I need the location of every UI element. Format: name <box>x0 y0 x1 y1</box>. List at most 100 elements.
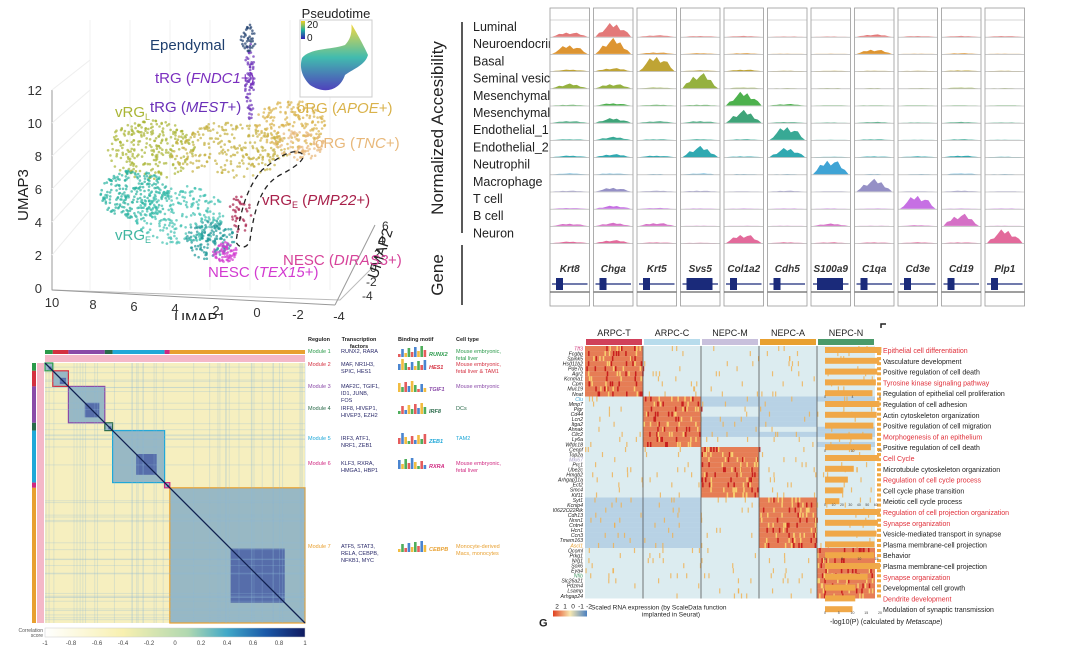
umap-point <box>161 183 164 186</box>
expression-streak <box>639 391 641 396</box>
umap-point <box>203 258 206 261</box>
umap-point <box>121 152 124 155</box>
side-marker <box>877 438 881 441</box>
heatmap-stripe-h <box>45 391 305 392</box>
expression-cell-high <box>759 533 817 538</box>
umap-point <box>219 260 222 263</box>
umap-point <box>240 39 243 42</box>
expression-streak <box>871 407 872 412</box>
expression-streak <box>610 381 612 386</box>
motif-logo-letter <box>408 367 411 370</box>
umap-point <box>174 137 177 140</box>
umap-point <box>196 166 199 169</box>
umap-point <box>282 137 285 140</box>
expression-streak <box>777 432 778 437</box>
expression-streak <box>655 417 657 422</box>
umap-point <box>174 167 177 170</box>
umap-point <box>214 159 217 162</box>
heatmap-stripe-v <box>156 363 157 623</box>
expression-cell-high <box>585 381 643 386</box>
expression-streak <box>672 533 673 538</box>
expression-streak <box>869 583 871 588</box>
expression-cell-high <box>701 467 759 472</box>
umap-point <box>241 127 244 130</box>
expression-streak <box>598 543 599 548</box>
expression-streak <box>777 492 778 497</box>
umap-point <box>167 209 170 212</box>
expression-streak <box>652 558 653 563</box>
umap-point <box>171 225 174 228</box>
umap-point <box>272 119 275 122</box>
legend-tick: 0 <box>571 604 575 611</box>
expression-streak <box>768 543 770 548</box>
motif-logo-letter <box>408 543 411 552</box>
expression-streak <box>588 447 589 452</box>
umap-point <box>175 242 178 245</box>
expression-streak <box>609 361 611 366</box>
umap-point <box>148 206 151 209</box>
umap-point <box>189 161 192 164</box>
expression-streak <box>706 472 708 477</box>
expression-streak <box>845 503 846 508</box>
expression-streak <box>772 391 773 396</box>
umap-point <box>108 178 111 181</box>
umap-point <box>178 241 181 244</box>
expression-streak <box>630 356 632 361</box>
umap-point <box>304 150 307 153</box>
expression-cell-low <box>701 427 759 432</box>
umap-point <box>248 118 251 121</box>
umap-point <box>217 142 220 145</box>
umap-point <box>185 201 188 204</box>
gene-exon <box>817 278 843 290</box>
module-top-bar <box>165 350 170 354</box>
expression-streak <box>612 386 614 391</box>
umap-point <box>172 144 175 147</box>
expression-streak <box>726 432 727 437</box>
umap-point <box>258 156 261 159</box>
umap-point <box>148 183 151 186</box>
expression-streak <box>719 371 720 376</box>
expression-streak <box>857 583 859 588</box>
umap-point <box>253 32 256 35</box>
expression-cell-low <box>643 513 701 518</box>
umap-point <box>304 122 307 125</box>
umap-point <box>143 195 146 198</box>
expression-streak <box>795 498 797 503</box>
heatmap-stripe-h <box>45 608 305 609</box>
side-marker <box>877 569 881 572</box>
expression-cell-low <box>759 432 817 437</box>
umap-point <box>162 229 165 232</box>
expression-streak <box>815 518 817 523</box>
umap-point <box>203 142 206 145</box>
umap-point <box>119 187 122 190</box>
umap-point <box>308 153 311 156</box>
umap-point <box>232 128 235 131</box>
expression-streak <box>791 543 793 548</box>
umap-point <box>196 201 199 204</box>
umap-point <box>176 155 179 158</box>
umap-point <box>218 215 221 218</box>
umap-point <box>224 151 227 154</box>
umap-point <box>230 163 233 166</box>
umap-point <box>284 112 287 115</box>
side-marker <box>877 549 881 552</box>
umap-point <box>143 151 146 154</box>
expression-streak <box>749 477 751 482</box>
table-header: Binding motif <box>398 337 434 343</box>
umap-point <box>137 211 140 214</box>
umap-point <box>164 194 167 197</box>
expression-cell-low <box>585 498 643 503</box>
expression-streak <box>679 366 680 371</box>
expression-streak <box>618 482 619 487</box>
umap-point <box>194 227 197 230</box>
umap-point <box>162 127 165 130</box>
expression-cell-low <box>643 518 701 523</box>
umap-point <box>246 27 249 30</box>
umap-point <box>150 146 153 149</box>
umap-point <box>185 232 188 235</box>
expression-cell-low <box>759 407 817 412</box>
umap-point <box>151 126 154 129</box>
side-marker <box>877 377 881 380</box>
expression-streak <box>694 386 695 391</box>
